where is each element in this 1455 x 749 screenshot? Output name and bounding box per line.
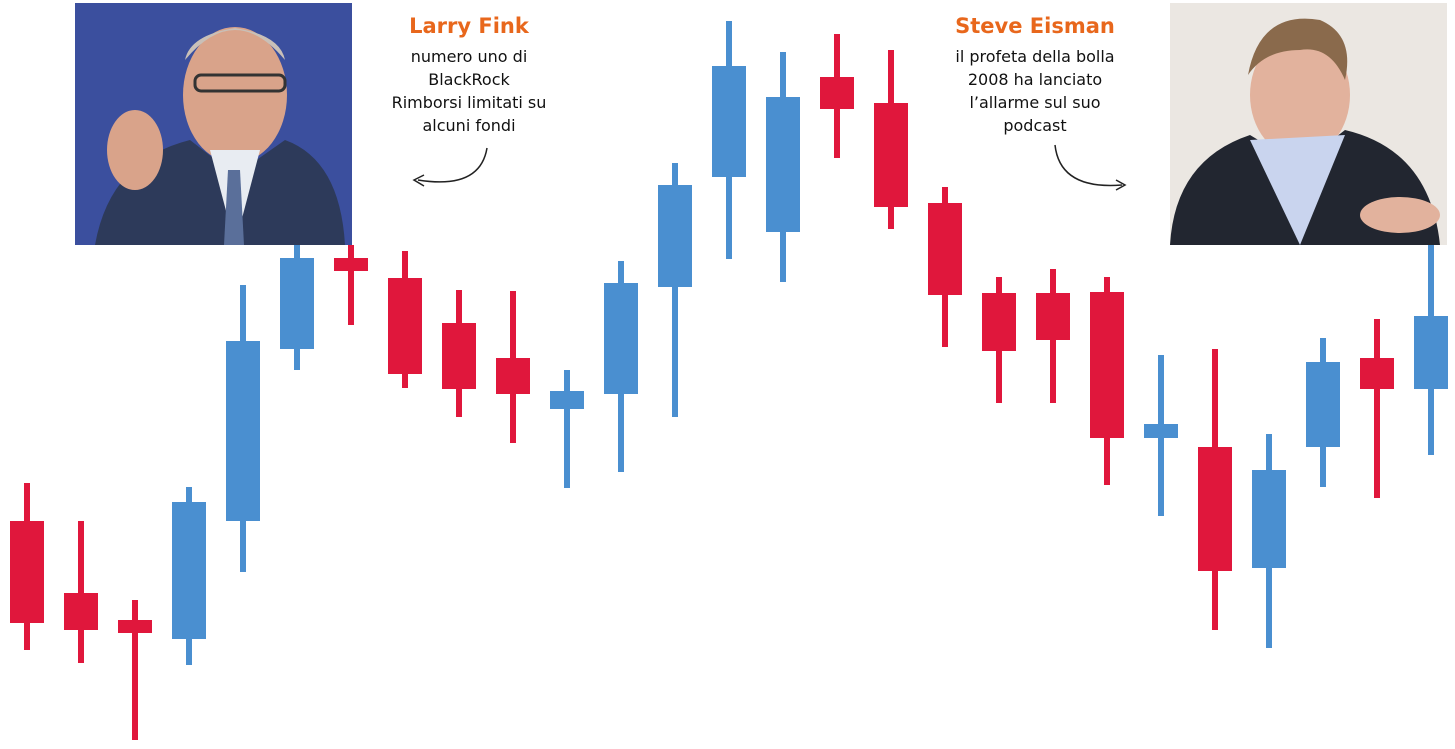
candle-body — [1414, 316, 1448, 389]
candle-body — [712, 66, 746, 177]
candle-body — [1360, 358, 1394, 389]
candle-body — [604, 283, 638, 394]
candle-body — [658, 185, 692, 287]
candle-body — [1036, 293, 1070, 340]
photo-left — [75, 3, 352, 245]
candle-body — [10, 521, 44, 623]
candle-body — [928, 203, 962, 295]
candle-body — [1252, 470, 1286, 568]
candle-body — [226, 341, 260, 521]
candle-body — [388, 278, 422, 374]
candle-body — [874, 103, 908, 207]
candles — [10, 21, 1448, 740]
candle-body — [1144, 424, 1178, 438]
candle-body — [1198, 447, 1232, 571]
candle-body — [820, 77, 854, 109]
annotation-line: l’allarme sul suo — [969, 93, 1100, 112]
annotation-line: Rimborsi limitati su — [392, 93, 547, 112]
photo-right — [1170, 3, 1447, 245]
candle-body — [442, 323, 476, 389]
annotation-title: Steve Eisman — [955, 14, 1115, 38]
candle-body — [334, 258, 368, 271]
annotation-right: Steve Eisman il profeta della bolla 2008… — [955, 14, 1127, 191]
annotation-line: il profeta della bolla — [955, 47, 1114, 66]
annotation-line: numero uno di — [411, 47, 528, 66]
candle-body — [982, 293, 1016, 351]
annotation-left: Larry Fink numero uno di BlackRock Rimbo… — [392, 14, 547, 187]
annotation-line: alcuni fondi — [422, 116, 515, 135]
candle-body — [1090, 292, 1124, 438]
candle-body — [766, 97, 800, 232]
candle-body — [172, 502, 206, 639]
annotation-line: 2008 ha lanciato — [968, 70, 1102, 89]
candle-body — [1306, 362, 1340, 447]
candle-body — [64, 593, 98, 630]
candle-body — [550, 391, 584, 409]
annotation-line: podcast — [1003, 116, 1066, 135]
candle-body — [496, 358, 530, 394]
annotation-title: Larry Fink — [409, 14, 530, 38]
annotation-line: BlackRock — [428, 70, 510, 89]
candle-body — [280, 258, 314, 349]
candle-body — [118, 620, 152, 633]
